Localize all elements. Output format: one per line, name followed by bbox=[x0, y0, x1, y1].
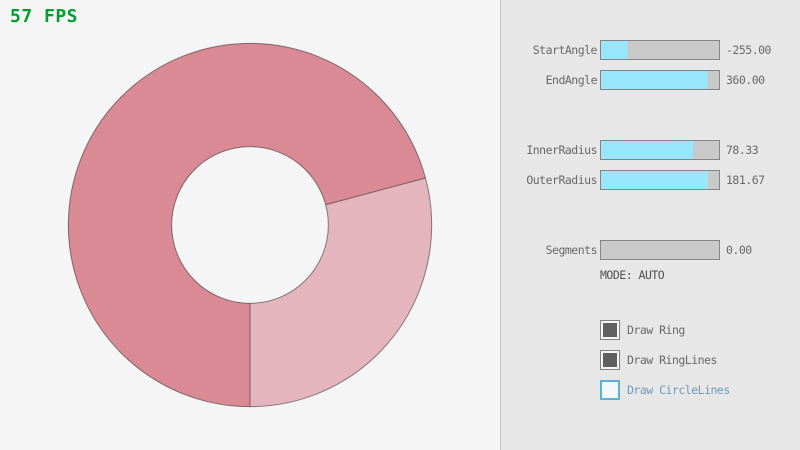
ring-seam-line bbox=[325, 177, 426, 206]
slider-fill bbox=[601, 141, 694, 159]
checkbox-draw-ring[interactable] bbox=[600, 320, 620, 340]
slider-value-segments: 0.00 bbox=[726, 243, 752, 257]
slider-fill bbox=[601, 71, 708, 89]
checkbox-label-draw-ringlines[interactable]: Draw RingLines bbox=[627, 353, 717, 367]
slider-fill bbox=[601, 41, 627, 59]
slider-label-innerradius: InnerRadius bbox=[526, 143, 597, 157]
slider-value-endangle: 360.00 bbox=[726, 73, 765, 87]
slider-fill bbox=[601, 171, 709, 189]
ring-sector-double-pass bbox=[68, 43, 426, 407]
checkbox-draw-ringlines[interactable] bbox=[600, 350, 620, 370]
slider-label-startangle: StartAngle bbox=[532, 43, 598, 57]
slider-label-segments: Segments bbox=[545, 243, 598, 257]
ring-inner-outline bbox=[171, 146, 329, 304]
ring-sector-single-pass bbox=[250, 177, 432, 407]
ring-outer-outline bbox=[67, 42, 433, 408]
checkbox-label-draw-circlelines[interactable]: Draw CircleLines bbox=[627, 383, 730, 397]
check-mark-icon bbox=[603, 323, 617, 337]
slider-label-endangle: EndAngle bbox=[545, 73, 598, 87]
mode-indicator: MODE: AUTO bbox=[600, 268, 665, 282]
ring-canvas bbox=[67, 42, 433, 408]
fps-counter: 57 FPS bbox=[10, 6, 79, 27]
slider-endangle[interactable] bbox=[600, 70, 720, 90]
slider-innerradius[interactable] bbox=[600, 140, 720, 160]
slider-value-innerradius: 78.33 bbox=[726, 143, 759, 157]
slider-outerradius[interactable] bbox=[600, 170, 720, 190]
slider-label-outerradius: OuterRadius bbox=[526, 173, 597, 187]
slider-startangle[interactable] bbox=[600, 40, 720, 60]
slider-value-startangle: -255.00 bbox=[726, 43, 771, 57]
checkbox-draw-circlelines[interactable] bbox=[600, 380, 620, 400]
slider-value-outerradius: 181.67 bbox=[726, 173, 765, 187]
check-mark-icon bbox=[603, 353, 617, 367]
checkbox-label-draw-ring[interactable]: Draw Ring bbox=[627, 323, 685, 337]
slider-segments[interactable] bbox=[600, 240, 720, 260]
